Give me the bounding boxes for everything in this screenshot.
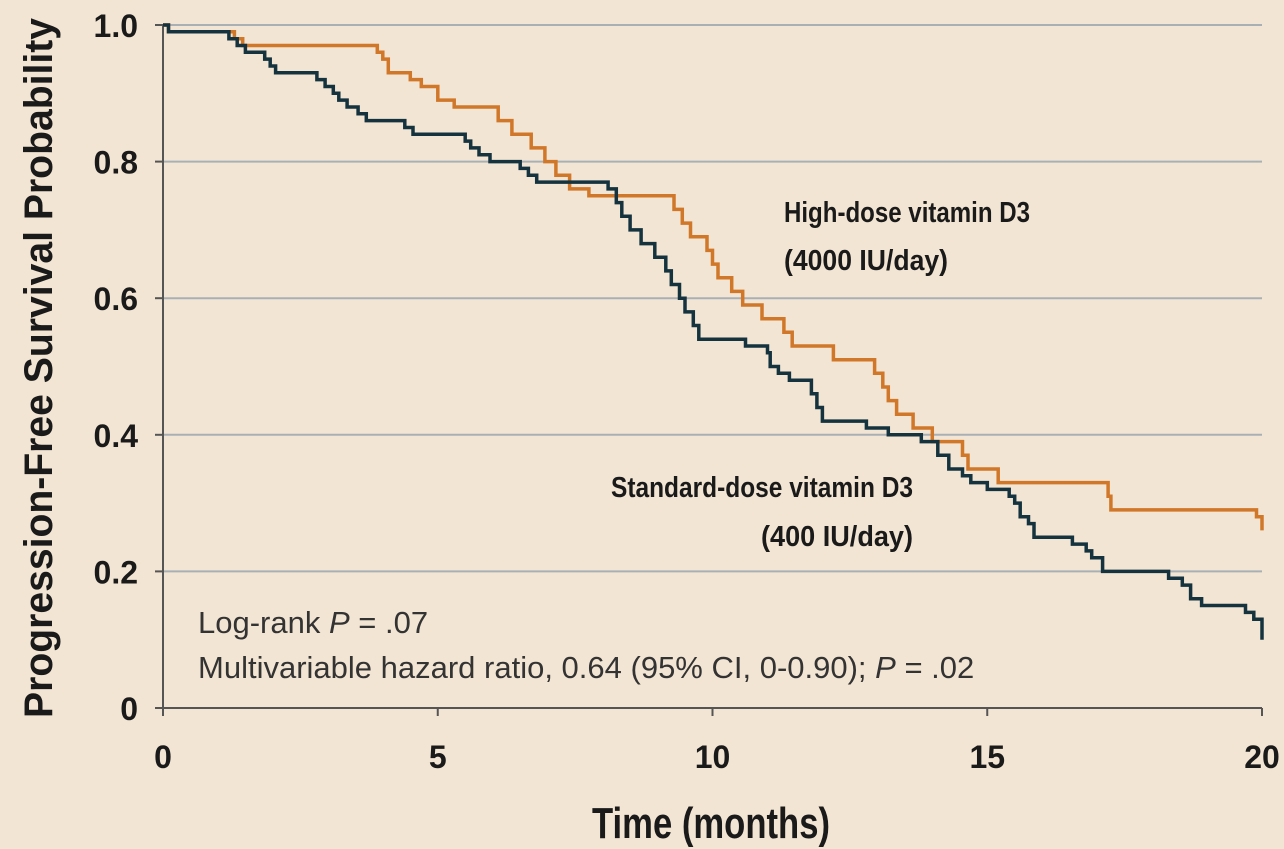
hr-value: = .02 [896, 650, 974, 685]
y-axis-label: Progression-Free Survival Probability [17, 17, 61, 718]
y-tick-labels: 0 0.2 0.4 0.6 0.8 1.0 [94, 8, 163, 727]
standard-dose-curve [163, 23, 1264, 640]
grid-lines [163, 24, 1262, 573]
standard-dose-label-line1: Standard-dose vitamin D3 [611, 472, 913, 504]
high-dose-curve [163, 23, 1264, 531]
y-tick-label: 0.8 [94, 145, 138, 181]
logrank-prefix: Log-rank [198, 605, 329, 640]
x-axis-label: Time (months) [592, 799, 830, 848]
x-tick-label: 15 [969, 739, 1005, 775]
logrank-p: P [329, 605, 350, 640]
hazard-ratio-annotation: Multivariable hazard ratio, 0.64 (95% CI… [198, 650, 974, 685]
logrank-annotation: Log-rank P = .07 [198, 605, 428, 640]
y-tick-label: 0.2 [94, 554, 138, 590]
high-dose-label-line1: High-dose vitamin D3 [784, 197, 1030, 229]
logrank-value: = .07 [350, 605, 428, 640]
x-tick-label: 10 [695, 739, 731, 775]
x-tick-label: 5 [429, 739, 447, 775]
x-tick-label: 0 [154, 739, 172, 775]
y-tick-label: 0.4 [94, 418, 139, 454]
y-tick-label: 0.6 [94, 281, 138, 317]
high-dose-label-line2: (4000 IU/day) [784, 245, 948, 277]
y-tick-label: 0 [120, 691, 138, 727]
x-tick-labels: 0 5 10 15 20 [154, 708, 1280, 775]
hr-text: Multivariable hazard ratio, 0.64 (95% CI… [198, 650, 875, 685]
x-tick-label: 20 [1244, 739, 1280, 775]
y-tick-label: 1.0 [94, 8, 138, 44]
hr-p: P [875, 650, 896, 685]
series-lines [163, 23, 1264, 640]
standard-dose-label-line2: (400 IU/day) [761, 521, 913, 553]
